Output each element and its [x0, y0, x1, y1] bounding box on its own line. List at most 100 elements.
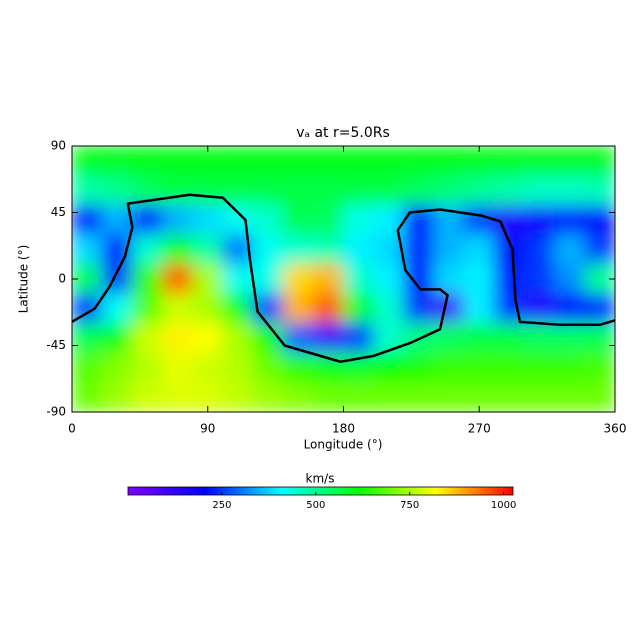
colorbar-tick-label: 500	[306, 500, 325, 511]
heatmap-cell	[373, 175, 405, 206]
heatmap-cell	[252, 175, 284, 206]
heatmap-cell	[222, 352, 254, 383]
heatmap-cell	[312, 146, 344, 177]
heatmap-cell	[584, 204, 615, 236]
heatmap-cell	[222, 293, 254, 324]
contour-line	[72, 193, 615, 364]
heatmap-cell	[373, 381, 405, 412]
heatmap-cell	[162, 175, 194, 206]
x-tick-label: 270	[468, 422, 491, 436]
heatmap-cell	[524, 263, 556, 295]
heatmap-cell	[343, 263, 375, 295]
heatmap-cell	[312, 175, 344, 206]
x-tick-label: 360	[604, 422, 627, 436]
heatmap-cell	[72, 234, 103, 265]
heatmap	[72, 146, 615, 412]
heatmap-cell	[433, 146, 465, 177]
heatmap-cell	[282, 204, 314, 236]
x-tick-label: 90	[200, 422, 215, 436]
heatmap-cell	[72, 381, 103, 412]
heatmap-cell	[101, 146, 133, 177]
heatmap-cell	[403, 381, 435, 412]
heatmap-cell	[162, 322, 194, 354]
heatmap-cell	[524, 234, 556, 265]
heatmap-cell	[282, 175, 314, 206]
heatmap-cell	[252, 263, 284, 295]
heatmap-cell	[312, 204, 344, 236]
heatmap-cell	[433, 322, 465, 354]
heatmap-cell	[554, 175, 586, 206]
heatmap-cell	[162, 352, 194, 383]
heatmap-cell	[403, 293, 435, 324]
heatmap-cell	[373, 322, 405, 354]
heatmap-cell	[131, 204, 163, 236]
y-tick-label: 45	[51, 205, 66, 219]
heatmap-cell	[554, 234, 586, 265]
heatmap-cell	[282, 234, 314, 265]
heatmap-cell	[192, 204, 224, 236]
heatmap-cell	[72, 146, 103, 177]
heatmap-cell	[101, 381, 133, 412]
heatmap-cell	[162, 381, 194, 412]
heatmap-cell	[222, 175, 254, 206]
heatmap-cell	[403, 234, 435, 265]
heatmap-cell	[343, 204, 375, 236]
heatmap-cell	[584, 381, 615, 412]
heatmap-cell	[554, 293, 586, 324]
heatmap-cell	[433, 381, 465, 412]
heatmap-cell	[403, 352, 435, 383]
heatmap-cell	[131, 381, 163, 412]
y-axis-label: Latitude (°)	[17, 245, 31, 314]
heatmap-cell	[403, 175, 435, 206]
heatmap-cell	[373, 263, 405, 295]
heatmap-cell	[524, 352, 556, 383]
heatmap-cell	[524, 204, 556, 236]
y-tick-label: 90	[51, 139, 66, 153]
heatmap-cell	[493, 234, 525, 265]
heatmap-cell	[101, 204, 133, 236]
heatmap-cell	[343, 293, 375, 324]
heatmap-cell	[433, 352, 465, 383]
heatmap-cell	[493, 322, 525, 354]
heatmap-cell	[101, 352, 133, 383]
heatmap-cell	[554, 263, 586, 295]
x-axis-label: Longitude (°)	[304, 438, 383, 452]
heatmap-cell	[131, 352, 163, 383]
heatmap-cell	[463, 293, 495, 324]
heatmap-cell	[584, 146, 615, 177]
heatmap-cell	[524, 293, 556, 324]
heatmap-cell	[584, 322, 615, 354]
heatmap-cell	[192, 234, 224, 265]
heatmap-cell	[192, 352, 224, 383]
heatmap-cell	[463, 322, 495, 354]
heatmap-cell	[584, 234, 615, 265]
heatmap-cell	[343, 175, 375, 206]
heatmap-cell	[493, 175, 525, 206]
heatmap-cell	[554, 381, 586, 412]
heatmap-cell	[433, 234, 465, 265]
heatmap-cell	[493, 352, 525, 383]
heatmap-cell	[162, 263, 194, 295]
heatmap-cell	[524, 322, 556, 354]
heatmap-cell	[463, 352, 495, 383]
heatmap-cell	[252, 204, 284, 236]
heatmap-cell	[72, 204, 103, 236]
heatmap-cell	[463, 234, 495, 265]
heatmap-cell	[433, 175, 465, 206]
colorbar-tick-label: 750	[400, 500, 419, 511]
heatmap-cell	[524, 381, 556, 412]
heatmap-cell	[162, 293, 194, 324]
heatmap-cell	[312, 234, 344, 265]
heatmap-cell	[131, 322, 163, 354]
heatmap-cell	[373, 204, 405, 236]
heatmap-cell	[162, 204, 194, 236]
heatmap-cell	[101, 293, 133, 324]
colorbar	[127, 486, 514, 496]
heatmap-cell	[72, 175, 103, 206]
heatmap-cell	[373, 352, 405, 383]
heatmap-cell	[343, 381, 375, 412]
heatmap-cell	[554, 204, 586, 236]
y-tick-label: -45	[46, 338, 66, 352]
heatmap-cell	[493, 263, 525, 295]
x-tick-label: 0	[68, 422, 76, 436]
